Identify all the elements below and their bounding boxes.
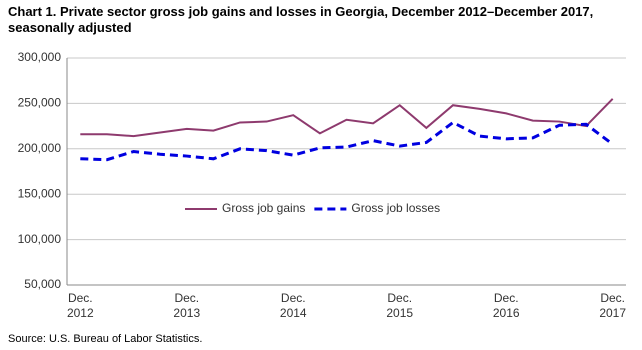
y-tick-label: 150,000 bbox=[18, 186, 62, 200]
x-tick-label: Dec. 2017 bbox=[599, 291, 627, 320]
y-tick-label: 200,000 bbox=[18, 141, 62, 155]
y-tick-label: 100,000 bbox=[18, 232, 62, 246]
x-tick-label: Dec. 2012 bbox=[66, 291, 94, 320]
x-tick-label: Dec. 2013 bbox=[173, 291, 201, 320]
x-tick-label: Dec. 2015 bbox=[386, 291, 414, 320]
legend-label: Gross job gains bbox=[222, 201, 305, 215]
x-tick-label: Dec. 2016 bbox=[492, 291, 520, 320]
source-note: Source: U.S. Bureau of Labor Statistics. bbox=[8, 333, 203, 345]
y-tick-label: 300,000 bbox=[18, 50, 62, 64]
legend-label: Gross job losses bbox=[351, 201, 440, 215]
x-tick-label: Dec. 2014 bbox=[279, 291, 307, 320]
line-series bbox=[80, 98, 614, 138]
chart-title: Chart 1. Private sector gross job gains … bbox=[8, 4, 594, 35]
y-tick-label: 50,000 bbox=[24, 277, 61, 291]
line-series bbox=[80, 120, 614, 162]
y-tick-label: 250,000 bbox=[18, 96, 62, 110]
